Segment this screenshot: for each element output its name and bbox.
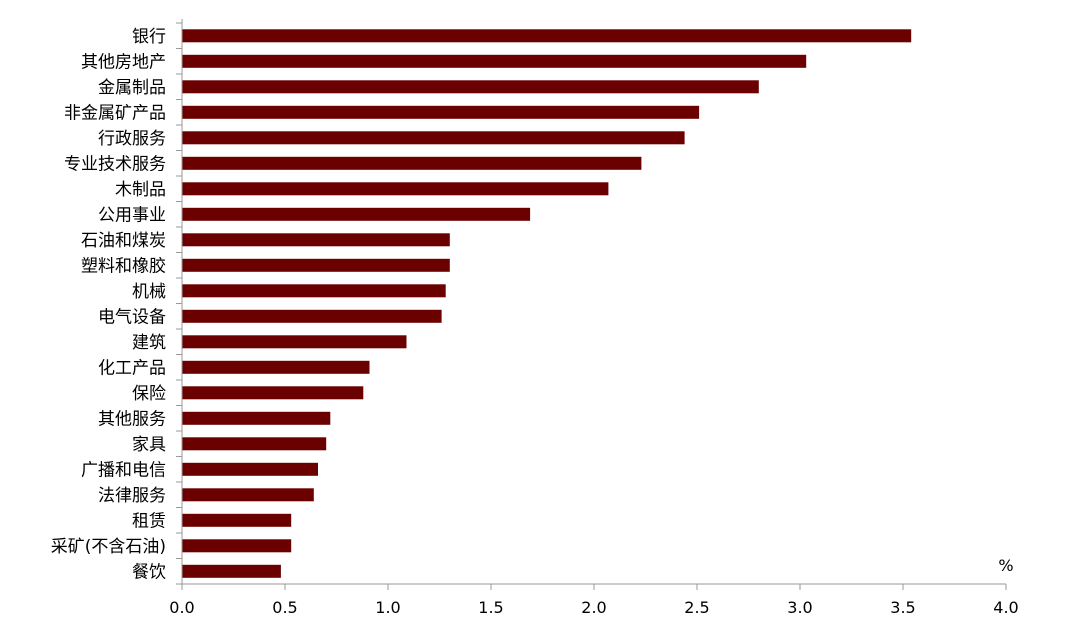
bar <box>182 105 700 119</box>
category-label: 机械 <box>132 282 166 302</box>
category-label: 广播和电信 <box>81 460 166 480</box>
bar <box>182 258 450 272</box>
category-label: 银行 <box>132 27 166 47</box>
unit-label: % <box>998 556 1013 575</box>
category-label: 金属制品 <box>98 78 166 98</box>
bar <box>182 80 759 94</box>
bar <box>182 462 318 476</box>
bar <box>182 564 281 578</box>
category-label: 家具 <box>132 435 166 455</box>
category-label: 化工产品 <box>98 358 166 378</box>
category-label: 电气设备 <box>98 307 166 327</box>
bar <box>182 386 364 400</box>
x-tick-label: 4.0 <box>993 598 1018 617</box>
bar <box>182 207 531 221</box>
category-label: 采矿(不含石油) <box>51 537 166 557</box>
category-label: 木制品 <box>115 180 166 200</box>
bar <box>182 309 442 323</box>
x-tick-label: 2.5 <box>684 598 709 617</box>
bar <box>182 437 327 451</box>
x-tick-label: 3.5 <box>890 598 915 617</box>
bar <box>182 54 807 68</box>
bar <box>182 131 685 145</box>
category-label: 租赁 <box>132 511 166 531</box>
category-label: 保险 <box>132 384 166 404</box>
x-tick-label: 1.0 <box>375 598 400 617</box>
category-labels-group: 银行其他房地产金属制品非金属矿产品行政服务专业技术服务木制品公用事业石油和煤炭塑… <box>51 27 166 582</box>
x-tick-label: 1.5 <box>478 598 503 617</box>
bar <box>182 335 407 349</box>
category-label: 非金属矿产品 <box>64 103 166 123</box>
bar <box>182 29 912 43</box>
bar <box>182 233 450 247</box>
bar <box>182 513 292 527</box>
x-tick-label: 3.0 <box>787 598 812 617</box>
bars-group <box>176 22 912 585</box>
category-label: 专业技术服务 <box>64 154 166 174</box>
bar <box>182 284 446 298</box>
bar <box>182 411 331 425</box>
category-label: 餐饮 <box>132 562 166 582</box>
category-label: 石油和煤炭 <box>81 231 166 251</box>
category-label: 公用事业 <box>98 205 166 225</box>
x-ticks-group: 0.0 0.5 1.0 1.5 2.0 2.5 3.0 3.5 4.0 <box>169 584 1019 617</box>
category-label: 塑料和橡胶 <box>81 256 166 276</box>
bar <box>182 182 609 196</box>
x-tick-label: 2.0 <box>581 598 606 617</box>
category-label: 法律服务 <box>98 486 166 506</box>
bar <box>182 539 292 553</box>
category-label: 其他服务 <box>98 409 166 429</box>
category-label: 行政服务 <box>98 129 166 149</box>
x-tick-label: 0.0 <box>169 598 194 617</box>
bar <box>182 360 370 374</box>
x-tick-label: 0.5 <box>272 598 297 617</box>
bar <box>182 156 642 170</box>
category-label: 建筑 <box>132 333 166 353</box>
category-label: 其他房地产 <box>81 52 166 72</box>
bar <box>182 488 314 502</box>
